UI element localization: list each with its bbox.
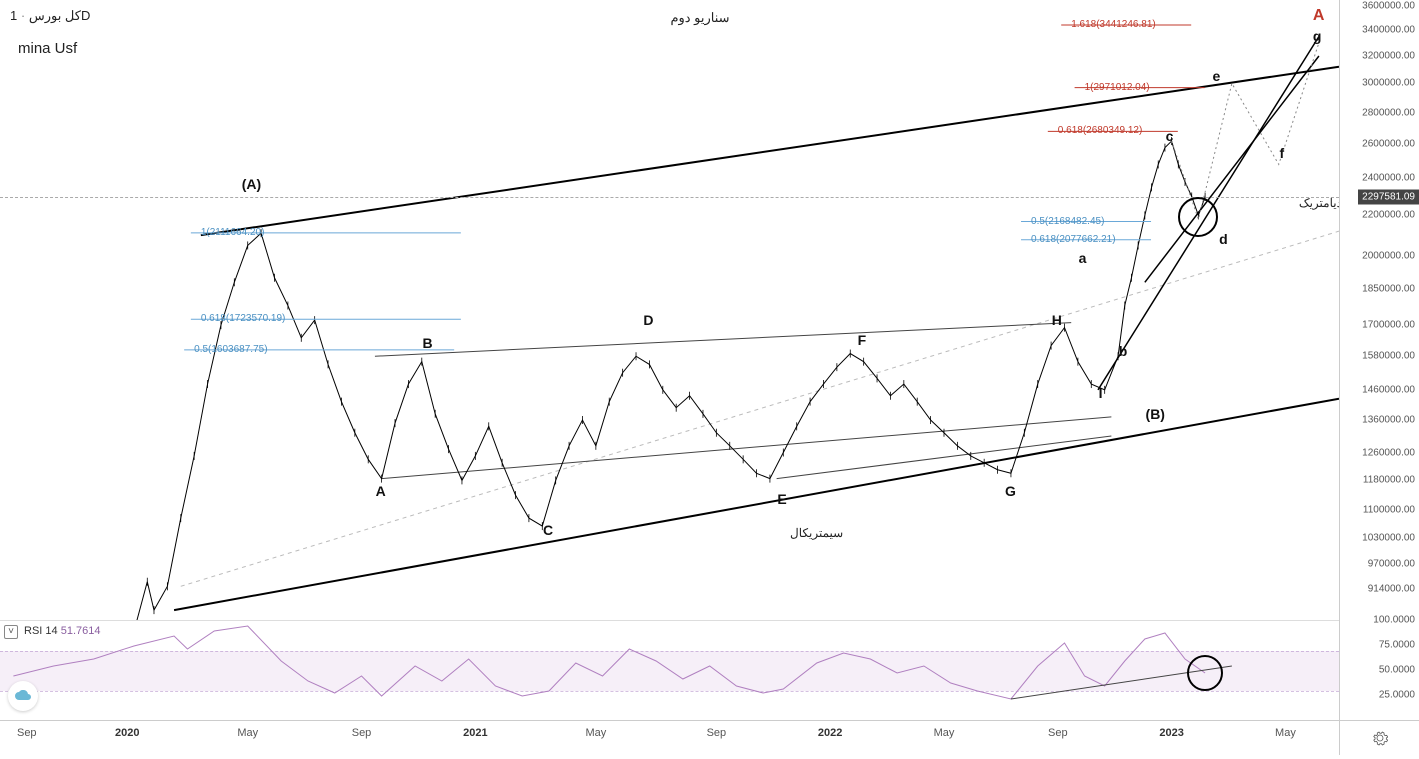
- wave-label-B-upper: (B): [1146, 406, 1165, 422]
- price-tick: 3600000.00: [1362, 0, 1415, 11]
- price-tick: 3000000.00: [1362, 78, 1415, 89]
- fib-label: 1.618(3441246.81): [1071, 19, 1156, 30]
- price-tick: 914000.00: [1368, 584, 1415, 595]
- note-symmetrical: سیمتریکال: [790, 526, 843, 540]
- rsi-panel[interactable]: ˅ RSI 14 51.7614: [0, 620, 1339, 720]
- current-price-badge: 2297581.09: [1358, 189, 1419, 204]
- wave-label-C: C: [543, 522, 553, 538]
- fib-label: 0.5(1603687.75): [194, 344, 267, 355]
- fib-label: 0.618(2077662.21): [1031, 234, 1116, 245]
- rsi-collapse-toggle[interactable]: ˅: [4, 625, 18, 639]
- wave-label-a: a: [1079, 250, 1087, 266]
- wave-label-D: D: [643, 312, 653, 328]
- wave-label-b: b: [1119, 343, 1128, 359]
- price-tick: 2800000.00: [1362, 107, 1415, 118]
- rsi-tick: 75.0000: [1379, 640, 1415, 651]
- price-tick: 970000.00: [1368, 558, 1415, 569]
- time-tick: Sep: [17, 727, 37, 739]
- rsi-tick: 100.0000: [1373, 615, 1415, 626]
- circle-annotation-rsi: [1187, 655, 1223, 691]
- wave-label-G: G: [1005, 483, 1016, 499]
- chart-canvas: [0, 0, 1339, 620]
- symbol-label: کل بورس: [29, 8, 81, 23]
- time-tick: May: [1275, 727, 1296, 739]
- price-tick: 1360000.00: [1362, 415, 1415, 426]
- current-price-line: [0, 197, 1339, 198]
- time-tick: May: [585, 727, 606, 739]
- price-tick: 2000000.00: [1362, 250, 1415, 261]
- price-tick: 1460000.00: [1362, 384, 1415, 395]
- fib-label: 0.618(1723570.19): [201, 313, 286, 324]
- time-tick: May: [237, 727, 258, 739]
- author-label: mina Usf: [18, 40, 77, 57]
- price-tick: 1180000.00: [1363, 475, 1415, 486]
- wave-label-e: e: [1212, 68, 1220, 84]
- rsi-tick: 25.0000: [1379, 690, 1415, 701]
- price-tick: 1700000.00: [1362, 320, 1415, 331]
- price-tick: 1850000.00: [1362, 284, 1415, 295]
- wave-label-H: H: [1052, 312, 1062, 328]
- note-diametric: دیامتریک: [1299, 196, 1342, 210]
- price-tick: 3200000.00: [1362, 50, 1415, 61]
- rsi-title: RSI 14 51.7614: [24, 625, 100, 637]
- rsi-canvas: [0, 621, 1339, 721]
- cloud-icon[interactable]: [8, 681, 38, 711]
- wave-label-A-red: A: [1313, 7, 1325, 25]
- time-tick: Sep: [707, 727, 727, 739]
- rsi-axis: 100.000075.000050.000025.0000: [1339, 620, 1419, 720]
- rsi-tick: 50.0000: [1379, 665, 1415, 676]
- price-tick: 1100000.00: [1363, 505, 1415, 516]
- time-axis[interactable]: Sep 2020 May Sep 2021 May Sep 2022 May Sep 2023 May: [0, 720, 1339, 755]
- price-tick: 2200000.00: [1362, 210, 1415, 221]
- price-tick: 1030000.00: [1362, 533, 1415, 544]
- price-tick: 1580000.00: [1362, 351, 1415, 362]
- wave-label-A: A: [376, 483, 386, 499]
- scenario-title: سناریو دوم: [670, 10, 729, 26]
- wave-label-E: E: [777, 491, 786, 507]
- settings-button[interactable]: [1339, 720, 1419, 755]
- time-tick: May: [934, 727, 955, 739]
- wave-label-d: d: [1219, 231, 1228, 247]
- price-tick: 1260000.00: [1362, 447, 1415, 458]
- price-chart[interactable]: کل بورس · 1D mina Usf سناریو دوم (A)Agec…: [0, 0, 1339, 620]
- price-axis[interactable]: 3600000.00 3400000.00 3200000.00 3000000.00…: [1339, 0, 1419, 620]
- gear-icon: [1372, 730, 1388, 746]
- wave-label-A-upper: (A): [242, 176, 261, 192]
- time-tick: 2023: [1159, 727, 1183, 739]
- fib-label: 0.5(2168482.45): [1031, 216, 1104, 227]
- price-tick: 3400000.00: [1362, 25, 1415, 36]
- fib-label: 1(2111664.20): [201, 227, 265, 238]
- time-tick: Sep: [352, 727, 372, 739]
- time-tick: 2022: [818, 727, 842, 739]
- wave-label-c: c: [1166, 128, 1174, 144]
- fib-label: 1(2971012.04): [1085, 82, 1150, 93]
- fib-label: 0.618(2680349.12): [1058, 125, 1143, 136]
- time-tick: 2021: [463, 727, 487, 739]
- wave-label-B: B: [422, 335, 432, 351]
- wave-label-g: g: [1313, 28, 1322, 44]
- time-tick: 2020: [115, 727, 139, 739]
- time-tick: Sep: [1048, 727, 1068, 739]
- wave-label-F: F: [858, 332, 867, 348]
- wave-label-I: I: [1099, 385, 1103, 401]
- price-tick: 2400000.00: [1362, 173, 1415, 184]
- price-tick: 2600000.00: [1362, 139, 1415, 150]
- wave-label-f: f: [1279, 145, 1284, 161]
